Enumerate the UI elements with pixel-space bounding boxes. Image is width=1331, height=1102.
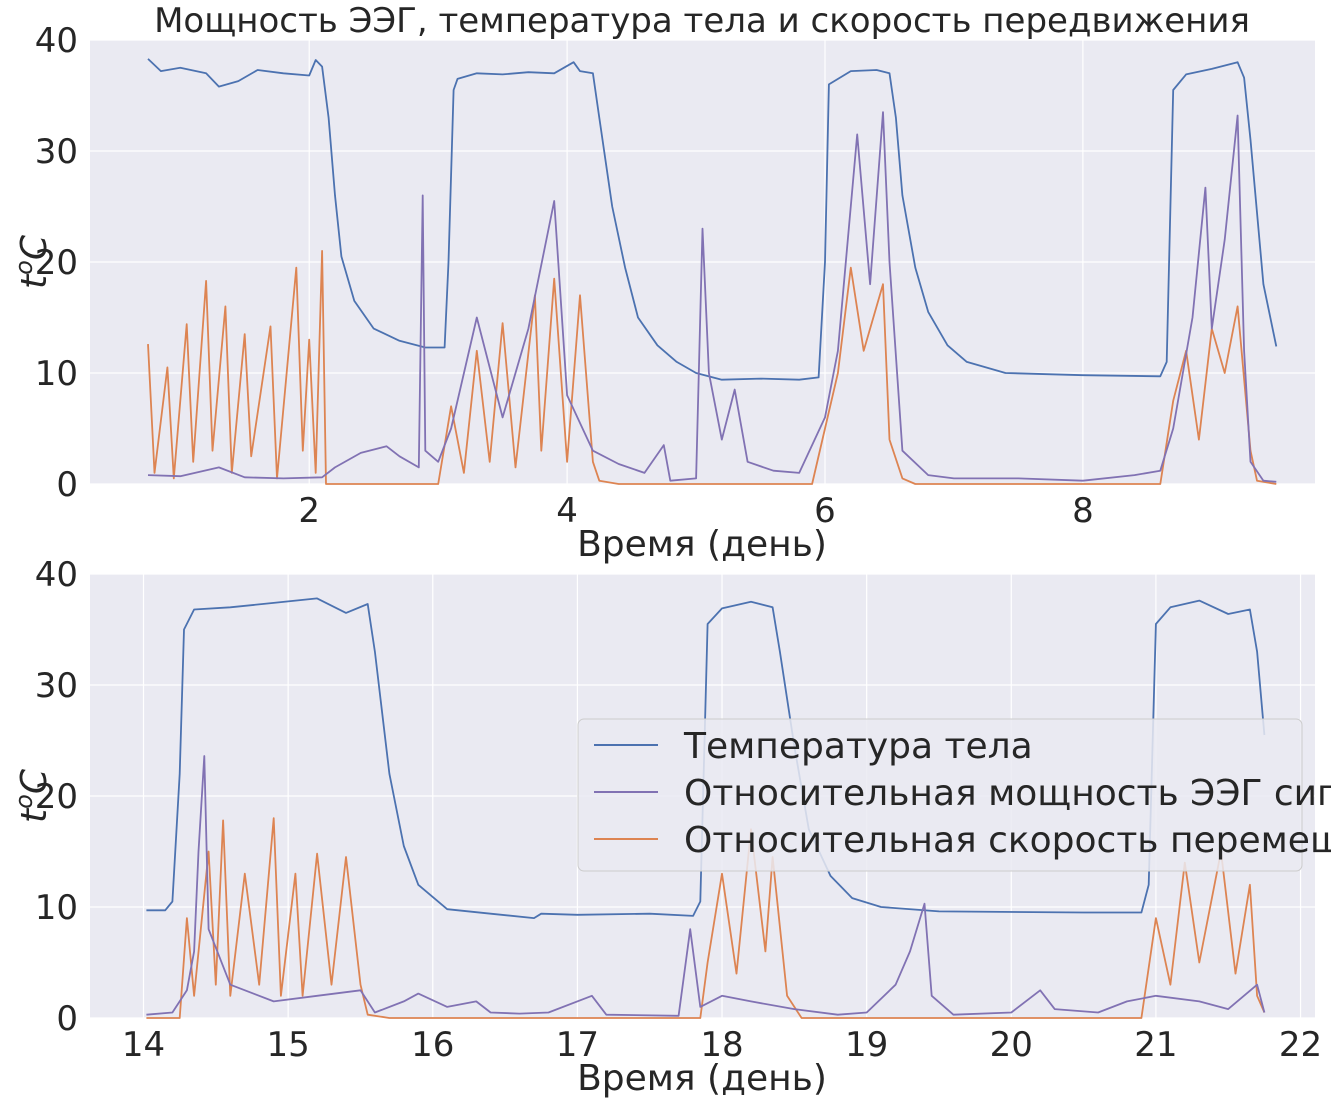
x-tick-label: 14	[122, 1025, 165, 1065]
y-tick-label: 20	[35, 243, 78, 283]
x-ticks-top: 2 4 6 8	[298, 491, 1093, 531]
y-tick-label: 0	[56, 999, 78, 1039]
y-axis-label-bottom-sup: o	[10, 794, 38, 809]
x-tick-label: 18	[700, 1025, 743, 1065]
legend-box	[577, 718, 1303, 872]
series-lines-bottom	[146, 597, 1266, 1019]
series-line-eeg-bottom	[146, 755, 1266, 1017]
y-tick-label: 40	[35, 21, 78, 61]
x-tick-label: 22	[1279, 1025, 1322, 1065]
y-tick-label: 30	[35, 132, 78, 172]
y-tick-label: 0	[56, 465, 78, 505]
x-tick-label: 20	[990, 1025, 1033, 1065]
legend-label-temperature: Температура тела	[683, 726, 1033, 767]
x-tick-label: 17	[556, 1025, 599, 1065]
series-line-temperature-top	[147, 58, 1278, 381]
x-tick-label: 19	[845, 1025, 888, 1065]
legend-label-eeg: Относительная мощность ЭЭГ сигнала	[684, 773, 1331, 814]
series-line-eeg-top	[147, 111, 1277, 483]
y-axis-label-bottom-tail: C	[14, 768, 55, 794]
y-ticks-top: 0 10 20 30 40	[35, 21, 78, 505]
x-tick-label: 4	[556, 491, 578, 531]
y-axis-label-top-tail: C	[14, 234, 55, 260]
y-tick-label: 10	[35, 888, 78, 928]
y-tick-label: 20	[35, 777, 78, 817]
chart-bottom: 0 10 20 30 40 14 15 16 17 18 19 20 21 22 Время (день…	[10, 555, 1331, 1099]
series-lines-top	[147, 58, 1278, 485]
chart-title: Мощность ЭЭГ, температура тела и скорост…	[154, 1, 1250, 41]
series-line-temperature-bottom	[146, 597, 1266, 919]
y-tick-label: 30	[35, 666, 78, 706]
legend: Температура тела Относительная мощность …	[577, 718, 1331, 872]
y-tick-label: 10	[35, 354, 78, 394]
y-axis-label-top-sup: o	[10, 260, 38, 275]
x-axis-label-bottom: Время (день)	[577, 1058, 827, 1099]
y-ticks-bottom: 0 10 20 30 40	[35, 555, 78, 1039]
y-axis-label-top-base: t	[14, 273, 55, 289]
y-axis-label-bottom-base: t	[14, 807, 55, 823]
legend-label-movement: Относительная скорость перемещения	[684, 820, 1331, 861]
x-tick-label: 6	[814, 491, 836, 531]
x-tick-label: 8	[1072, 491, 1094, 531]
series-line-movement-bottom	[146, 817, 1266, 1019]
x-tick-label: 21	[1134, 1025, 1177, 1065]
y-axis-label-bottom: toC	[10, 768, 55, 823]
x-tick-label: 16	[411, 1025, 454, 1065]
x-tick-label: 15	[267, 1025, 310, 1065]
x-ticks-bottom: 14 15 16 17 18 19 20 21 22	[122, 1025, 1322, 1065]
x-tick-label: 2	[298, 491, 320, 531]
y-axis-label-top: toC	[10, 234, 55, 289]
y-tick-label: 40	[35, 555, 78, 595]
x-axis-label-top: Время (день)	[577, 524, 827, 565]
chart-top: 0 10 20 30 40 2 4 6 8 Мощность ЭЭГ, температура…	[10, 1, 1315, 565]
